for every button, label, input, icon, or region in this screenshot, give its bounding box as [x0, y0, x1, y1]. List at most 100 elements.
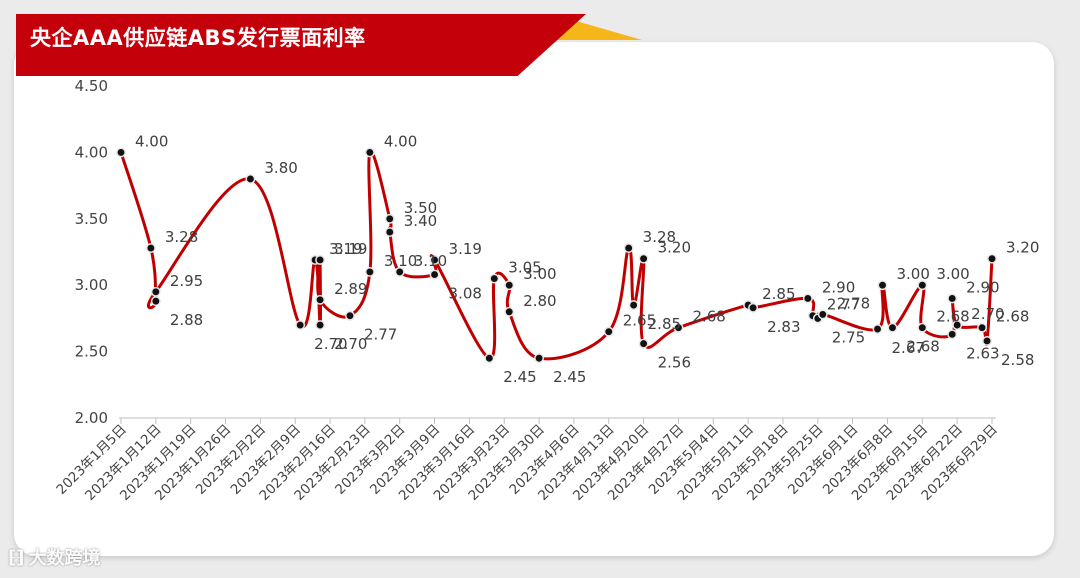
data-point — [982, 336, 992, 346]
data-point — [872, 324, 883, 334]
data-label: 2.77 — [827, 296, 860, 314]
data-label: 2.63 — [966, 344, 999, 362]
axes: 2.002.503.003.504.004.502023年1月5日2023年1月… — [53, 77, 1000, 504]
data-point — [504, 306, 515, 317]
data-label: 2.56 — [658, 354, 691, 372]
data-point — [987, 253, 997, 264]
data-point — [628, 300, 639, 311]
data-label: 2.90 — [822, 278, 855, 296]
data-label: 2.65 — [623, 312, 656, 330]
data-point — [364, 147, 375, 158]
data-point — [673, 322, 684, 333]
data-label: 2.78 — [837, 294, 870, 312]
data-point — [245, 174, 256, 184]
watermark-logo-icon: ⁅⁆ — [8, 546, 25, 568]
data-point — [145, 243, 156, 253]
data-label: 3.08 — [449, 285, 482, 303]
data-point — [384, 227, 395, 238]
data-label: 2.68 — [936, 308, 969, 326]
data-point — [917, 280, 928, 291]
data-label: 2.68 — [906, 338, 939, 356]
data-point — [603, 326, 614, 337]
data-label: 2.58 — [1001, 351, 1034, 369]
data-label: 2.75 — [832, 328, 865, 346]
data-point — [947, 293, 958, 304]
data-label: 3.20 — [1006, 239, 1039, 257]
data-point — [802, 293, 813, 304]
data-points — [116, 147, 997, 364]
data-label: 2.89 — [334, 280, 367, 298]
data-label: 2.80 — [523, 292, 556, 310]
chart-title: 央企AAA供应链ABS发行票面利率 — [30, 26, 366, 50]
data-point — [315, 294, 326, 305]
data-label: 3.05 — [508, 259, 541, 277]
data-label: 2.68 — [692, 308, 725, 326]
data-point — [394, 266, 405, 277]
data-point — [638, 338, 649, 349]
data-point — [534, 353, 545, 364]
chart-card — [14, 42, 1054, 556]
data-point — [623, 243, 634, 253]
data-label: 3.00 — [897, 265, 930, 283]
data-point — [344, 310, 355, 321]
data-point — [638, 253, 649, 264]
data-label: 2.77 — [364, 326, 397, 344]
data-label: 2.95 — [170, 272, 203, 290]
data-label: 2.85 — [762, 285, 795, 303]
data-point — [116, 147, 126, 158]
data-point — [150, 286, 161, 297]
data-point — [489, 273, 500, 284]
data-point — [947, 329, 958, 340]
data-label: 2.90 — [966, 278, 999, 296]
data-label: 3.50 — [404, 199, 437, 217]
data-point — [887, 322, 898, 333]
data-point — [295, 320, 306, 330]
data-point — [384, 213, 395, 224]
data-label: 2.45 — [503, 368, 536, 386]
data-label: 3.28 — [165, 228, 198, 246]
title-banner — [16, 14, 586, 76]
y-tick-label: 3.50 — [75, 210, 108, 228]
data-label: 2.70 — [314, 335, 347, 353]
data-point — [429, 255, 440, 265]
data-point — [977, 322, 987, 333]
y-tick-label: 2.00 — [75, 409, 108, 427]
data-label: 3.19 — [449, 240, 482, 258]
data-label: 2.70 — [971, 305, 1004, 323]
data-label: 2.70 — [334, 335, 367, 353]
y-tick-label: 3.00 — [75, 276, 108, 294]
data-labels: 4.00 3.28 2.88 2.95 3.80 2.70 3.19 2.70 3.19 2.89… — [135, 132, 1039, 386]
data-point — [429, 269, 440, 280]
y-tick-label: 4.00 — [75, 143, 108, 161]
data-label: 4.00 — [135, 132, 168, 150]
data-point — [952, 320, 963, 330]
data-label: 3.20 — [658, 239, 691, 257]
y-tick-label: 2.50 — [75, 343, 108, 361]
data-label: 3.10 — [384, 252, 417, 270]
data-point — [484, 353, 495, 364]
data-label: 2.83 — [767, 318, 800, 336]
data-label: 3.00 — [523, 265, 556, 283]
data-point — [877, 280, 888, 291]
data-point — [150, 296, 161, 307]
data-point — [364, 266, 375, 277]
data-label: 2.45 — [553, 368, 586, 386]
watermark-text: 大数跨境 — [28, 548, 101, 569]
data-label: 4.00 — [384, 132, 417, 150]
data-point — [917, 322, 928, 333]
data-label: 3.40 — [404, 212, 437, 230]
data-label: 3.19 — [329, 240, 362, 258]
data-label: 2.67 — [892, 339, 925, 357]
data-point — [748, 302, 759, 313]
data-label: 2.68 — [996, 308, 1029, 326]
data-label: 2.88 — [170, 311, 203, 329]
data-label: 2.85 — [648, 315, 681, 333]
data-label: 3.00 — [936, 265, 969, 283]
data-label: 3.19 — [334, 240, 367, 258]
data-label: 3.10 — [414, 252, 447, 270]
data-point — [504, 280, 515, 291]
y-tick-label: 4.50 — [75, 77, 108, 95]
data-label: 3.80 — [264, 159, 297, 177]
data-label: 3.28 — [643, 228, 676, 246]
